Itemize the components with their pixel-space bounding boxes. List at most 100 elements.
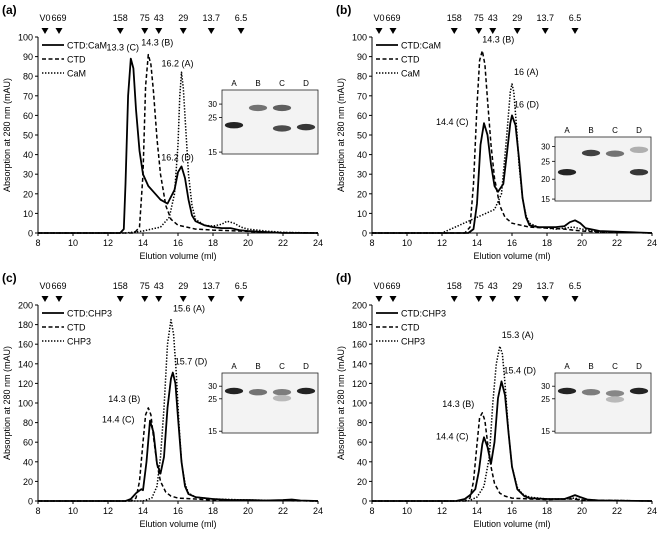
- x-tick-label: 8: [35, 506, 40, 516]
- gel-band: [605, 390, 625, 397]
- marker-label: 29: [512, 13, 522, 23]
- panel-label: (b): [336, 3, 351, 17]
- gel-tick-label: 30: [208, 382, 217, 391]
- gel-band: [224, 387, 244, 395]
- y-tick-label: 20: [23, 189, 33, 199]
- peak-label: 16 (A): [514, 67, 539, 77]
- marker-triangle: [155, 28, 163, 34]
- marker-triangle: [375, 28, 383, 34]
- legend-label: CTD: [401, 323, 420, 333]
- gel-band: [629, 169, 649, 176]
- peak-label: 16.2 (D): [161, 152, 194, 162]
- y-tick-label: 120: [18, 379, 33, 389]
- marker-triangle: [450, 28, 458, 34]
- y-tick-label: 100: [352, 399, 367, 409]
- peak-label: 14.3 (B): [482, 35, 514, 45]
- x-tick-label: 20: [577, 238, 587, 248]
- gel-band: [605, 396, 625, 403]
- marker-label: V0: [373, 281, 384, 291]
- series-line: [38, 71, 319, 234]
- gel-tick-label: 15: [208, 427, 217, 436]
- marker-label: 13.7: [536, 281, 554, 291]
- y-tick-label: 80: [23, 418, 33, 428]
- marker-label: 13.7: [536, 13, 554, 23]
- marker-label: 158: [113, 13, 128, 23]
- y-tick-label: 60: [357, 438, 367, 448]
- x-tick-label: 14: [138, 238, 148, 248]
- gel-band: [272, 395, 292, 402]
- y-tick-label: 40: [357, 150, 367, 160]
- y-tick-label: 100: [18, 33, 33, 43]
- marker-label: 75: [474, 13, 484, 23]
- legend-label: CaM: [67, 69, 86, 79]
- peak-label: 14.3 (B): [108, 394, 140, 404]
- gel-band: [605, 150, 625, 157]
- marker-label: 75: [140, 281, 150, 291]
- x-tick-label: 8: [35, 238, 40, 248]
- marker-triangle: [571, 28, 579, 34]
- series-line: [38, 57, 318, 234]
- marker-triangle: [155, 296, 163, 302]
- peak-label: 14.4 (C): [436, 117, 469, 127]
- series-line: [38, 407, 319, 502]
- gel-lane-label: B: [588, 362, 593, 371]
- x-tick-label: 18: [542, 506, 552, 516]
- y-tick-label: 140: [18, 359, 33, 369]
- y-tick-label: 10: [357, 209, 367, 219]
- chart-panel: (a) 0 10 20 30 40 50 60 70 80 90 100 8 10 12 14 16 18 20 22…: [2, 3, 323, 261]
- x-tick-label: 24: [313, 506, 323, 516]
- y-tick-label: 100: [18, 399, 33, 409]
- marker-label: 158: [113, 281, 128, 291]
- marker-triangle: [237, 296, 245, 302]
- gel-lane-label: A: [564, 362, 570, 371]
- x-tick-label: 24: [647, 506, 657, 516]
- marker-triangle: [141, 296, 149, 302]
- gel-band: [272, 125, 292, 132]
- x-tick-label: 12: [437, 238, 447, 248]
- gel-tick-label: 25: [541, 157, 550, 166]
- gel-lane-label: D: [303, 362, 309, 371]
- marker-triangle: [116, 296, 124, 302]
- series-line: [372, 49, 653, 234]
- marker-triangle: [475, 296, 483, 302]
- marker-label: 29: [512, 281, 522, 291]
- marker-label: 75: [140, 13, 150, 23]
- y-tick-label: 0: [28, 497, 33, 507]
- gel-band: [272, 389, 292, 396]
- gel-tick-label: 20: [541, 175, 550, 184]
- marker-label: 43: [488, 13, 498, 23]
- peak-label: 15.4 (D): [504, 365, 537, 375]
- chart-panel: (c) 0 20 40 60 80 100 120 140 160 180 200 8 10 12 14 16 1…: [2, 271, 323, 529]
- legend-label: CHP3: [401, 337, 425, 347]
- x-tick-label: 16: [173, 506, 183, 516]
- y-tick-label: 20: [357, 189, 367, 199]
- y-tick-label: 50: [357, 131, 367, 141]
- marker-label: 13.7: [202, 281, 220, 291]
- marker-triangle: [55, 28, 63, 34]
- x-tick-label: 22: [612, 238, 622, 248]
- gel-band: [272, 104, 292, 112]
- marker-triangle: [513, 296, 521, 302]
- y-axis-title: Absorption at 280 nm (mAU): [2, 346, 12, 460]
- gel-tick-label: 30: [208, 100, 217, 109]
- gel-band: [557, 387, 577, 395]
- gel-band: [629, 387, 649, 395]
- gel-lane-label: D: [303, 79, 309, 88]
- y-tick-label: 160: [352, 340, 367, 350]
- gel-lane-label: B: [588, 126, 593, 135]
- marker-triangle: [179, 28, 187, 34]
- x-tick-label: 14: [472, 238, 482, 248]
- y-axis-title: Absorption at 280 nm (mAU): [336, 346, 346, 460]
- y-tick-label: 80: [357, 72, 367, 82]
- gel-lane-label: D: [636, 126, 642, 135]
- marker-triangle: [141, 28, 149, 34]
- gel-tick-label: 15: [541, 195, 550, 204]
- marker-label: 669: [51, 281, 66, 291]
- marker-triangle: [116, 28, 124, 34]
- marker-triangle: [237, 28, 245, 34]
- gel-lane-label: A: [231, 362, 237, 371]
- x-tick-label: 14: [472, 506, 482, 516]
- x-tick-label: 20: [243, 506, 253, 516]
- gel-tick-label: 25: [208, 114, 217, 123]
- peak-label: 14.4 (C): [436, 431, 469, 441]
